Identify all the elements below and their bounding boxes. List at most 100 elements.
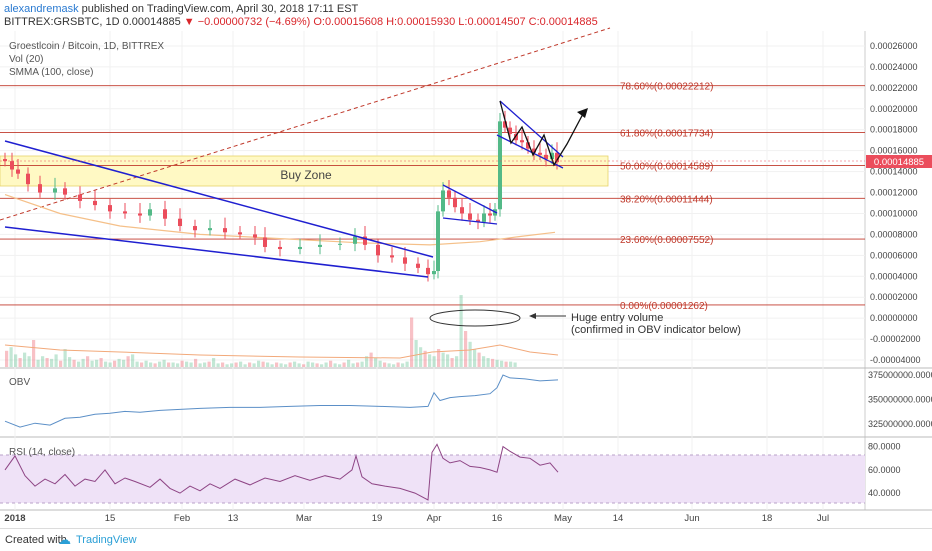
candle-body bbox=[468, 213, 472, 220]
time-axis-label: Mar bbox=[296, 513, 312, 524]
volume-bar bbox=[324, 362, 328, 367]
volume-bar bbox=[149, 362, 153, 367]
pennant-lower-line[interactable] bbox=[496, 134, 564, 169]
current-price-tag bbox=[866, 155, 932, 168]
volume-bar bbox=[284, 364, 288, 367]
time-axis-label: 18 bbox=[762, 513, 773, 524]
volume-bar bbox=[162, 359, 166, 367]
candle-body bbox=[441, 190, 445, 212]
volume-bar bbox=[126, 356, 130, 367]
volume-bar bbox=[117, 358, 121, 367]
volume-bar bbox=[401, 363, 405, 367]
price-axis-label: 0.00012000 bbox=[870, 188, 918, 198]
volume-bar bbox=[81, 358, 85, 367]
candle-body bbox=[498, 121, 502, 210]
fib-label: 61.80%(0.00017734) bbox=[620, 129, 713, 140]
volume-bar bbox=[468, 341, 472, 367]
volume-bar bbox=[455, 356, 459, 367]
author-link[interactable]: alexandremask bbox=[4, 3, 79, 15]
chart-canvas[interactable]: Buy Zone 78.60%(0.00022212) 61.80%(0.0001… bbox=[0, 0, 932, 528]
candle-body bbox=[376, 244, 380, 256]
time-axis[interactable]: 2018 15 Feb 13 Mar 19 Apr 16 May 14 Jun 18 Jul bbox=[4, 513, 829, 524]
candle-body bbox=[163, 209, 167, 219]
volume-bar bbox=[392, 364, 396, 367]
candle-body bbox=[390, 255, 394, 258]
volume-bar bbox=[198, 363, 202, 367]
projected-path[interactable] bbox=[499, 100, 585, 167]
long-term-trendline[interactable] bbox=[0, 27, 611, 221]
volume-bar bbox=[374, 358, 378, 367]
volume-highlight-ellipse[interactable] bbox=[429, 309, 521, 327]
pennant-upper-line[interactable] bbox=[499, 100, 564, 158]
volume-bar bbox=[23, 352, 27, 367]
fib-label: 38.20%(0.00011444) bbox=[620, 194, 713, 205]
candle-body bbox=[263, 237, 267, 247]
volume-bars bbox=[5, 295, 517, 367]
volume-bar bbox=[212, 358, 216, 367]
volume-bar bbox=[45, 358, 49, 367]
candle-body bbox=[555, 152, 559, 163]
volume-bar bbox=[378, 360, 382, 367]
volume-bar bbox=[396, 362, 400, 367]
volume-legend[interactable]: Vol (20) bbox=[9, 54, 43, 65]
fib-label: 0.00%(0.00001262) bbox=[620, 301, 708, 312]
candle-body bbox=[550, 152, 554, 160]
price-axis-label: 0.00024000 bbox=[870, 62, 918, 72]
price-axis-label: 0.00022000 bbox=[870, 83, 918, 93]
rsi-axis-label: 80.0000 bbox=[868, 442, 901, 452]
candle-body bbox=[278, 246, 282, 250]
flag-upper-line[interactable] bbox=[442, 184, 498, 214]
volume-bar bbox=[333, 363, 337, 367]
volume-bar bbox=[513, 362, 517, 367]
volume-bar bbox=[266, 362, 270, 367]
volume-bar bbox=[356, 362, 360, 367]
descending-support-line[interactable] bbox=[4, 226, 429, 278]
volume-bar bbox=[248, 362, 252, 367]
volume-bar bbox=[72, 359, 76, 367]
candle-body bbox=[544, 154, 548, 160]
volume-bar bbox=[63, 349, 67, 367]
candle-body bbox=[10, 161, 14, 170]
descending-resistance-line[interactable] bbox=[4, 140, 434, 258]
candle-body bbox=[476, 219, 480, 222]
volume-bar bbox=[464, 331, 468, 367]
tradingview-brand[interactable]: TradingView bbox=[76, 534, 137, 546]
volume-bar bbox=[428, 354, 432, 367]
candle-body bbox=[363, 236, 367, 245]
fibonacci-levels[interactable]: 78.60%(0.00022212) 61.80%(0.00017734) 50.0… bbox=[0, 82, 865, 312]
volume-bar bbox=[486, 358, 490, 367]
volume-bar bbox=[54, 354, 58, 367]
time-axis-label: 13 bbox=[228, 513, 239, 524]
time-axis-label: 14 bbox=[613, 513, 624, 524]
volume-bar bbox=[351, 363, 355, 367]
volume-bar bbox=[153, 363, 157, 367]
time-axis-label: Jun bbox=[684, 513, 699, 524]
published-text: published on TradingView.com, April 30, … bbox=[81, 3, 359, 15]
volume-bar bbox=[329, 360, 333, 367]
volume-bar bbox=[441, 352, 445, 367]
candle-body bbox=[78, 194, 82, 201]
volume-bar bbox=[279, 363, 283, 367]
main-pane[interactable] bbox=[0, 31, 865, 368]
time-axis-label: Apr bbox=[427, 513, 442, 524]
candle-body bbox=[416, 263, 420, 268]
volume-bar bbox=[144, 360, 148, 367]
symbol-info: BITTREX:GRSBTC, 1D 0.00014885 ▼ −0.00000… bbox=[4, 16, 598, 28]
flag-lower-line[interactable] bbox=[442, 217, 498, 225]
rsi-title[interactable]: RSI (14, close) bbox=[9, 447, 75, 458]
volume-bar bbox=[288, 362, 292, 367]
volume-bar bbox=[437, 349, 441, 367]
volume-bar bbox=[27, 356, 31, 367]
obv-title[interactable]: OBV bbox=[9, 377, 30, 388]
candle-body bbox=[432, 271, 436, 275]
volume-bar bbox=[423, 350, 427, 367]
smma-legend[interactable]: SMMA (100, close) bbox=[9, 67, 93, 78]
ohlc-values: O:0.00015608 H:0.00015930 L:0.00014507 C… bbox=[313, 16, 598, 28]
volume-bar bbox=[95, 359, 99, 367]
candle-body bbox=[488, 213, 492, 216]
price-axis[interactable]: 0.00026000 0.00024000 0.00022000 0.00020000… bbox=[870, 41, 921, 365]
volume-bar bbox=[167, 362, 171, 367]
candle-body bbox=[520, 140, 524, 143]
time-axis-label: 15 bbox=[105, 513, 116, 524]
volume-bar bbox=[482, 356, 486, 367]
